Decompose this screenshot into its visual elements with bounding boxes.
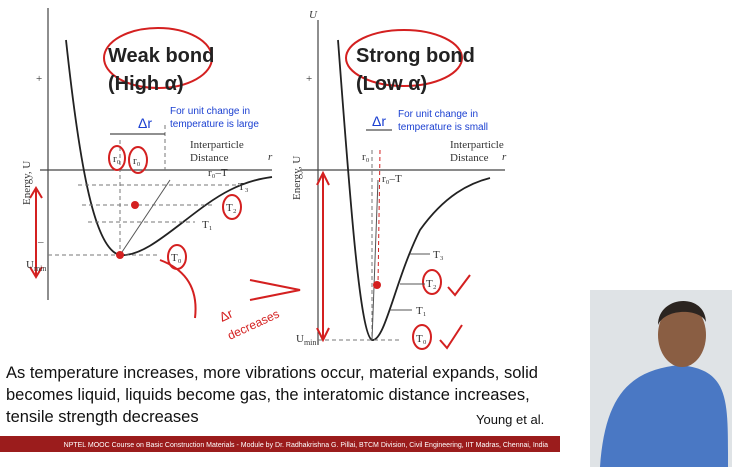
level: T₁ [416, 305, 427, 317]
locus: r₀–T [382, 173, 402, 185]
y-label: Energy, U [291, 156, 303, 200]
note: temperature is small [398, 122, 488, 133]
circle [412, 324, 432, 350]
check [439, 274, 471, 350]
footer-bar [0, 436, 560, 452]
r0: r₀ [133, 155, 141, 167]
locus-line [371, 179, 379, 341]
umin: Umin [26, 259, 46, 273]
point [116, 251, 124, 259]
delta: Δr [138, 115, 152, 131]
dash [377, 149, 381, 286]
point [131, 201, 139, 209]
level: T₃ [238, 181, 249, 193]
circle [345, 29, 463, 87]
level: T₁ [202, 219, 213, 231]
caption-line: As temperature increases, more vibration… [6, 364, 538, 382]
r0: r₀ [113, 153, 121, 165]
circle [108, 145, 126, 171]
circle [103, 27, 213, 89]
plus: + [36, 73, 42, 85]
level: T₀ [416, 333, 427, 345]
presenter-head [658, 303, 706, 367]
presenter-hair [658, 300, 706, 325]
energy-curve [65, 39, 273, 256]
note: temperature is large [170, 119, 259, 130]
r0: r₀ [362, 151, 370, 163]
circle [422, 269, 442, 295]
locus-line [119, 179, 171, 256]
y-symbol: U [309, 9, 318, 21]
minus: – [37, 236, 44, 248]
footer: NPTEL MOOC Course on Basic Construction … [64, 442, 548, 449]
plus: + [306, 73, 312, 85]
x-label: Interparticle [450, 139, 504, 151]
note: For unit change in [398, 109, 478, 120]
locus: r₀–T [208, 167, 228, 179]
circle [128, 146, 148, 174]
subtitle: (High α) [108, 73, 184, 95]
title: Strong bond [356, 45, 475, 67]
level: T₃ [433, 249, 444, 261]
delta: Δr [372, 113, 386, 129]
caption-line: becomes liquid, liquids become gas, the … [6, 386, 530, 404]
circle [222, 194, 242, 220]
presenter-shirt [600, 365, 729, 467]
title: Weak bond [108, 45, 214, 67]
arrow [29, 186, 43, 279]
arrow [159, 259, 301, 319]
source: Young et al. [476, 412, 544, 427]
arrow [316, 170, 330, 343]
handwritten: decreases [225, 307, 281, 343]
caption-line: tensile strength decreases [6, 408, 199, 426]
handwritten: Δr [217, 305, 236, 324]
x-label: Distance [190, 152, 229, 164]
x-symbol: r [268, 151, 273, 163]
umin: Umin [296, 333, 316, 347]
y-label: Energy, U [21, 161, 33, 205]
x-symbol: r [502, 151, 507, 163]
x-label: Distance [450, 152, 489, 164]
level: T₂ [226, 202, 237, 214]
energy-curve [337, 39, 491, 341]
x-label: Interparticle [190, 139, 244, 151]
level: T₀ [171, 252, 182, 264]
point [373, 281, 381, 289]
note: For unit change in [170, 106, 250, 117]
subtitle: (Low α) [356, 73, 427, 95]
level: T₂ [426, 278, 437, 290]
